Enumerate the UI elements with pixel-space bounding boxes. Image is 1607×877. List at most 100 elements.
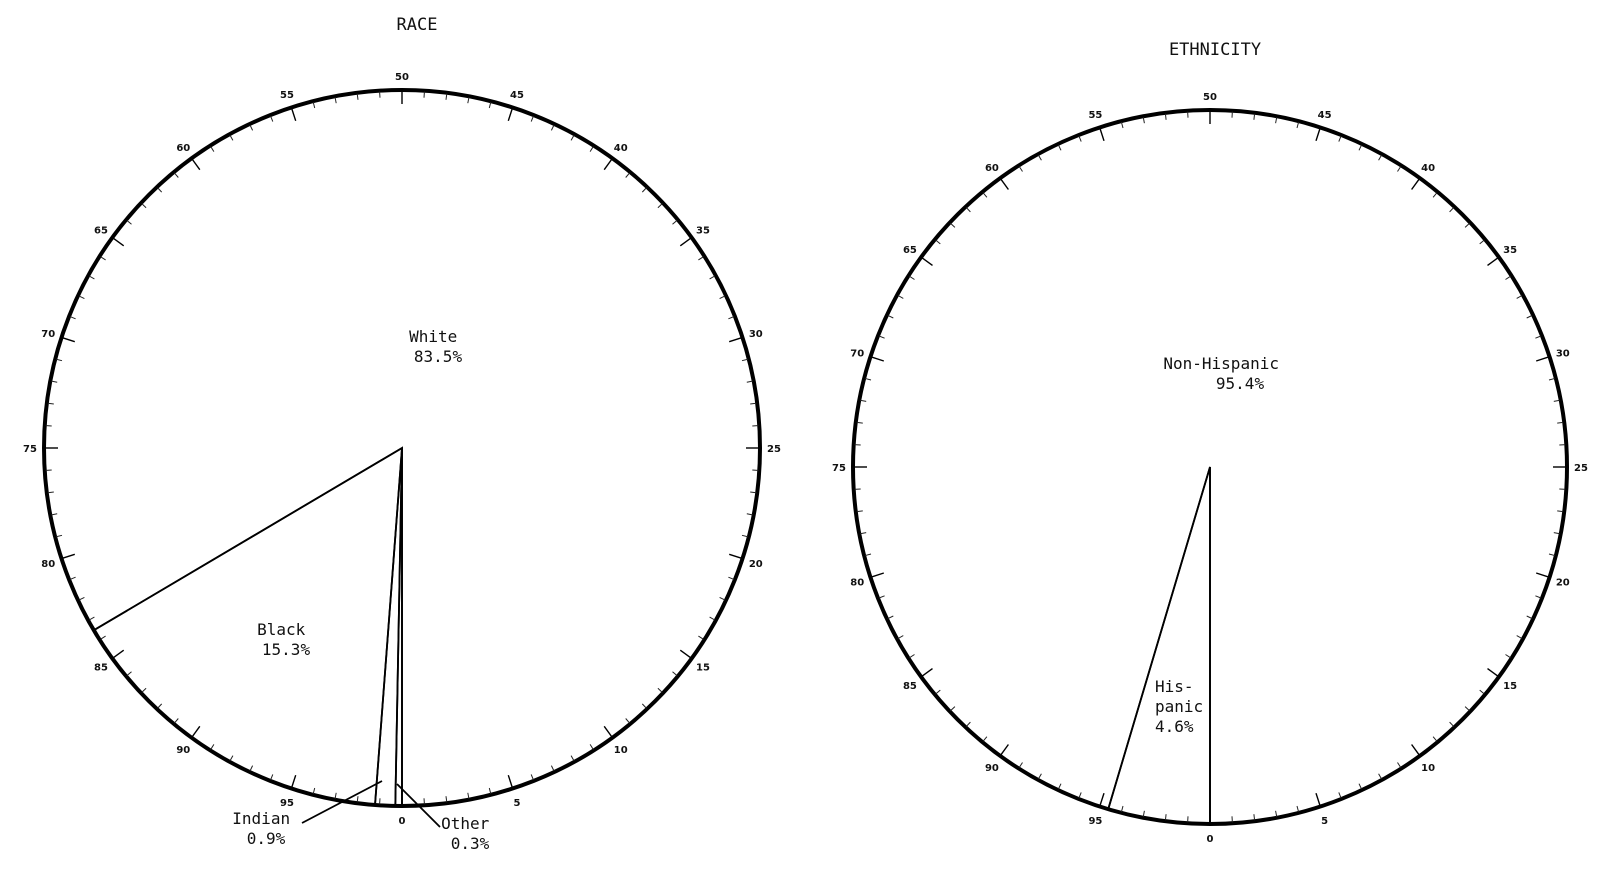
ring-minor-tick — [45, 470, 52, 471]
ring-tick-label: 55 — [1088, 110, 1102, 121]
pie-slice-white — [44, 90, 760, 806]
ring-tick-label: 90 — [176, 745, 190, 756]
ring-tick-label: 15 — [1503, 681, 1517, 692]
ring-minor-tick — [1433, 192, 1438, 197]
ethnicity-pie-chart: ETHNICITY 0 5 10 15 20 25 30 35 40 45 50 55 60 65 70 75… — [832, 40, 1588, 845]
ring-major-tick — [291, 775, 295, 788]
slice-label-indian-value: 0.9% — [247, 829, 286, 848]
ring-minor-tick — [1433, 737, 1438, 742]
pie-slice-black — [94, 448, 402, 805]
ring-tick-label: 25 — [767, 444, 781, 455]
slice-label-white: White 83.5% — [409, 327, 467, 366]
ring-tick-label: 0 — [399, 816, 406, 827]
ring-minor-tick — [966, 207, 971, 212]
ring-minor-tick — [642, 187, 647, 192]
ring-tick-label: 20 — [1556, 578, 1570, 589]
slice-label-white-name: White — [409, 327, 457, 346]
ring-tick-label: 70 — [41, 329, 55, 340]
slice-label-black-value: 15.3% — [262, 640, 311, 659]
ring-major-tick — [1412, 178, 1420, 189]
slice-label-hispanic-line1: His- — [1155, 677, 1194, 696]
ring-major-tick — [680, 238, 691, 246]
ring-minor-tick — [673, 672, 678, 677]
ring-minor-tick — [982, 192, 987, 197]
ring-major-tick — [62, 554, 75, 558]
ring-major-tick — [1100, 793, 1104, 806]
slice-label-non-hispanic-name: Non-Hispanic — [1163, 354, 1279, 373]
ring-major-tick — [871, 357, 884, 361]
ring-minor-tick — [424, 798, 425, 805]
ring-tick-label: 95 — [280, 798, 294, 809]
ring-tick-label: 60 — [985, 163, 999, 174]
ring-major-tick — [921, 669, 932, 677]
ring-major-tick — [291, 108, 295, 121]
ring-tick-label: 10 — [1421, 763, 1435, 774]
ring-minor-tick — [174, 719, 179, 724]
ring-major-tick — [604, 726, 612, 737]
slice-label-black-name: Black — [257, 620, 306, 639]
indian-leader-line — [302, 781, 382, 823]
slice-label-indian-name: Indian — [232, 809, 290, 828]
ring-major-tick — [112, 238, 123, 246]
slice-label-black: Black 15.3% — [257, 620, 315, 659]
slice-label-hispanic: His- panic 4.6% — [1155, 677, 1213, 736]
ring-tick-label: 95 — [1088, 816, 1102, 827]
ring-tick-label: 40 — [1421, 163, 1435, 174]
ethnicity-wedges — [853, 110, 1567, 824]
ring-minor-tick — [658, 203, 663, 208]
ring-minor-tick — [935, 239, 940, 244]
ring-tick-label: 5 — [1321, 816, 1328, 827]
race-pie-chart: RACE 0 5 10 15 20 25 30 35 40 45 50 55 60 65 70 75 80 85 9… — [23, 15, 781, 853]
ring-major-tick — [1100, 128, 1104, 141]
ring-minor-tick — [1465, 707, 1470, 712]
ring-minor-tick — [157, 187, 162, 192]
ring-minor-tick — [424, 91, 425, 98]
ring-minor-tick — [1450, 722, 1455, 727]
ring-major-tick — [1000, 178, 1008, 189]
ring-tick-label: 10 — [614, 745, 628, 756]
ring-minor-tick — [752, 470, 759, 471]
ring-minor-tick — [1480, 690, 1485, 695]
slice-label-non-hispanic: Non-Hispanic 95.4% — [1163, 354, 1288, 393]
ring-tick-label: 75 — [23, 444, 37, 455]
ring-tick-label: 85 — [94, 663, 108, 674]
ring-tick-label: 60 — [176, 143, 190, 154]
slice-label-hispanic-line2: panic — [1155, 697, 1203, 716]
ring-tick-label: 70 — [850, 348, 864, 359]
ring-tick-label: 55 — [280, 90, 294, 101]
ring-major-tick — [192, 158, 200, 169]
ring-tick-label: 45 — [1318, 110, 1332, 121]
ring-major-tick — [1488, 257, 1499, 265]
ring-minor-tick — [642, 704, 647, 709]
ring-major-tick — [871, 573, 884, 577]
ring-minor-tick — [1480, 239, 1485, 244]
ring-major-tick — [1488, 669, 1499, 677]
ring-tick-label: 50 — [395, 72, 409, 83]
ring-tick-label: 65 — [903, 245, 917, 256]
ring-minor-tick — [126, 672, 131, 677]
ring-tick-label: 85 — [903, 681, 917, 692]
ring-minor-tick — [982, 737, 987, 742]
ring-major-tick — [62, 337, 75, 341]
ring-major-tick — [729, 337, 742, 341]
ring-minor-tick — [141, 203, 146, 208]
ring-tick-label: 50 — [1203, 92, 1217, 103]
ring-minor-tick — [966, 722, 971, 727]
ring-major-tick — [680, 650, 691, 658]
ring-major-tick — [1536, 357, 1549, 361]
ring-tick-label: 30 — [1556, 348, 1570, 359]
ring-minor-tick — [1465, 223, 1470, 228]
ring-minor-tick — [174, 172, 179, 177]
ring-tick-label: 90 — [985, 763, 999, 774]
ring-tick-label: 40 — [614, 143, 628, 154]
ring-minor-tick — [45, 426, 52, 427]
ring-tick-label: 15 — [696, 663, 710, 674]
ring-tick-label: 35 — [1503, 245, 1517, 256]
ring-major-tick — [1000, 745, 1008, 756]
ring-minor-tick — [950, 707, 955, 712]
ring-major-tick — [1412, 745, 1420, 756]
ring-major-tick — [1316, 793, 1320, 806]
ring-tick-label: 75 — [832, 463, 846, 474]
ring-tick-label: 45 — [510, 90, 524, 101]
ring-minor-tick — [1450, 207, 1455, 212]
